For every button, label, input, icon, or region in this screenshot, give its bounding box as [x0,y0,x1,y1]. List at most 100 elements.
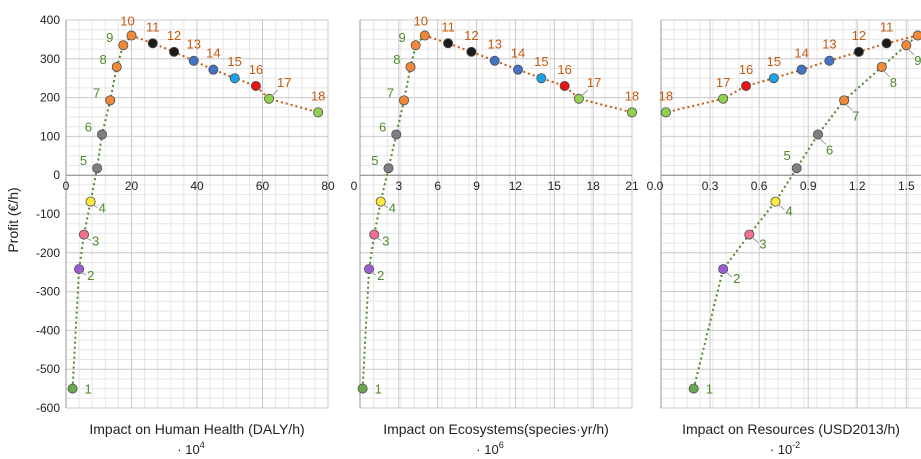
data-point-15 [536,73,547,84]
y-tick-label: 400 [40,13,60,27]
point-label: 3 [92,234,99,249]
data-point-5 [92,163,103,174]
data-point-13 [489,55,500,66]
point-label: 9 [914,53,921,68]
x-tick-label: 6 [434,179,441,193]
data-point-5 [383,163,394,174]
data-point-4 [375,196,386,207]
point-label: 13 [822,37,836,52]
point-label: 7 [852,108,859,123]
data-point-3 [744,229,755,240]
data-point-9 [410,40,421,51]
data-point-13 [188,55,199,66]
y-tick-label: -200 [36,246,60,260]
y-tick-label: 100 [40,129,60,143]
point-label: 9 [106,30,113,45]
data-point-10 [912,30,921,41]
data-point-1 [357,383,368,394]
point-label: 13 [487,37,501,52]
point-label: 14 [206,46,220,61]
data-point-4 [85,196,96,207]
data-point-8 [405,61,416,72]
x-tick-label: 0.0 [647,179,664,193]
point-label: 5 [371,153,378,168]
data-point-9 [901,40,912,51]
point-label: 6 [379,119,386,134]
data-point-3 [79,229,90,240]
data-point-4 [770,196,781,207]
point-label: 15 [227,54,241,69]
data-point-18 [660,107,671,118]
point-label: 14 [511,46,525,61]
data-point-18 [313,107,324,118]
data-point-17 [573,93,584,104]
x-axis-label: Impact on Resources (USD2013/h) [682,421,900,437]
series-line-rising [71,34,133,389]
data-point-9 [118,40,129,51]
data-point-11 [881,38,892,49]
x-tick-label: 40 [190,179,204,193]
point-label: 6 [85,119,92,134]
scale-exponent: 6 [499,440,504,450]
point-label: 12 [464,28,478,43]
x-axis-label: Impact on Human Health (DALY/h) [89,421,304,437]
data-point-8 [876,61,887,72]
point-label: 10 [120,14,134,29]
label-leader-line [778,204,785,210]
point-label: 11 [880,19,894,34]
y-tick-label: 0 [53,168,60,182]
data-point-7 [839,95,850,106]
point-label: 1 [375,382,382,397]
data-point-16 [741,80,752,91]
label-leader-line [845,103,853,111]
series-line-falling [665,34,918,114]
series-line-falling [424,34,633,114]
point-label: 16 [739,62,753,77]
point-label: 4 [389,201,396,216]
point-label: 13 [186,37,200,52]
data-point-6 [391,129,402,140]
label-leader-line [883,70,891,78]
scale-exponent: -2 [792,440,800,450]
point-label: 12 [167,28,181,43]
point-label: 1 [85,382,92,397]
data-point-14 [513,64,524,75]
x-tick-label: 0.3 [702,179,719,193]
point-label: 7 [93,85,100,100]
point-label: 3 [759,237,766,252]
x-axis-scale-factor: · 104 [177,440,204,457]
label-leader-line [581,89,589,97]
major-grid [661,19,921,409]
data-point-7 [399,95,410,106]
point-label: 8 [100,52,107,67]
data-point-10 [126,30,137,41]
x-axis-label: Impact on Ecosystems(species·yr/h) [383,421,609,437]
x-tick-label: 0 [351,179,358,193]
data-point-16 [250,80,261,91]
point-label: 2 [87,268,94,283]
x-tick-label: 80 [321,179,335,193]
y-tick-label: -400 [36,323,60,337]
data-point-2 [74,264,85,275]
x-tick-label: 12 [509,179,523,193]
x-tick-label: 15 [548,179,562,193]
label-leader-line [92,204,98,209]
point-label: 7 [387,85,394,100]
data-point-10 [419,30,430,41]
y-tick-label: -600 [36,401,60,415]
point-label: 17 [716,75,730,90]
x-tick-label: 3 [396,179,403,193]
y-tick-label: -100 [36,207,60,221]
data-point-3 [369,229,380,240]
label-leader-line [80,271,87,276]
x-tick-label: 60 [256,179,270,193]
point-label: 18 [311,88,325,103]
x-tick-label: 1.2 [849,179,866,193]
label-leader-line [370,271,377,276]
point-label: 11 [146,19,160,34]
x-tick-label: 1.5 [898,179,915,193]
point-label: 15 [767,54,781,69]
